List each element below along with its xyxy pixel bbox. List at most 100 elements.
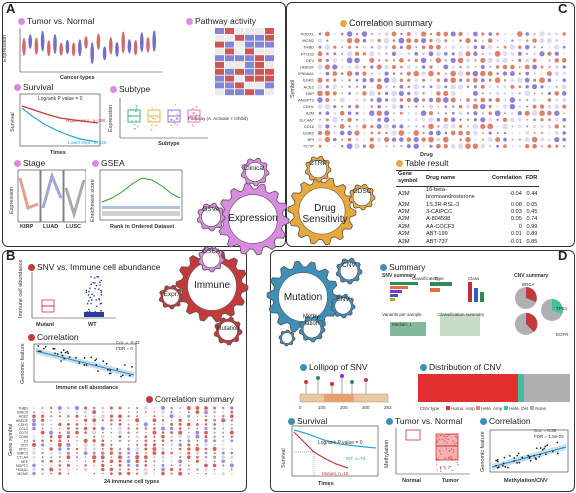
bubble [188, 464, 190, 466]
corr-point [543, 448, 545, 450]
bubble [85, 473, 86, 474]
bubble [49, 431, 53, 435]
bubble [204, 427, 207, 430]
bubble [145, 420, 146, 421]
bubble [318, 104, 323, 109]
bubble [101, 443, 104, 446]
d-tumor-normal-ylabel: Methylation [384, 440, 390, 468]
bubble [532, 84, 537, 89]
bubble [222, 447, 225, 450]
bubble [50, 473, 52, 475]
a-tumor-normal-xlabel: Cancer types [60, 75, 95, 81]
bubble [135, 418, 139, 422]
methylation-point [453, 449, 454, 450]
corr-point [131, 366, 133, 368]
methylation-point [445, 445, 446, 446]
bubble [503, 51, 508, 56]
violin [84, 36, 88, 49]
bubble [363, 46, 366, 49]
bubble [355, 65, 360, 70]
corr-point [60, 360, 62, 362]
bubble [467, 119, 469, 121]
subtype-point [195, 106, 197, 108]
bubble [347, 58, 353, 64]
bubble [355, 52, 359, 56]
bubble [231, 448, 233, 450]
heatmap-cell [255, 62, 264, 68]
bubble [451, 144, 456, 149]
snv-point [100, 310, 102, 312]
bubble [347, 51, 352, 56]
a-stage-ylabel: Expression [9, 187, 15, 214]
bubble [563, 125, 566, 128]
methylation-point [448, 439, 449, 440]
heatmap-cell [235, 28, 244, 34]
bubble [119, 448, 121, 450]
heatmap-cell [225, 42, 234, 48]
d-cnv-legend-1: Homo. Amp [446, 406, 475, 411]
heatmap-cell [225, 55, 234, 61]
methylation-point [445, 438, 446, 439]
bubble [42, 473, 44, 475]
bubble [170, 435, 173, 438]
heatmap-cell [245, 76, 254, 82]
gear-label-drug: Drug Sensitivity [300, 203, 350, 225]
violin [47, 40, 51, 56]
bubble [221, 460, 225, 464]
bubble [59, 432, 61, 434]
corr-point [63, 358, 65, 360]
bubble [482, 112, 484, 114]
bubble [197, 473, 198, 474]
methylation-point [452, 440, 453, 441]
bubble [482, 92, 484, 94]
bubble [59, 411, 60, 412]
subtype-point [130, 109, 132, 111]
bubble [68, 473, 70, 475]
bubble [480, 58, 485, 63]
corr-point [539, 454, 541, 456]
methylation-point [436, 464, 437, 465]
bubble [444, 85, 447, 88]
bubble [145, 452, 147, 454]
bubble [128, 436, 130, 438]
violin [59, 43, 63, 56]
bubble [385, 59, 388, 62]
bubble [145, 460, 148, 463]
bubble [195, 406, 199, 410]
d-cnv-legend-3: Hete. Del [504, 406, 528, 411]
bubble [102, 407, 104, 409]
bubble [497, 125, 499, 127]
d-cnv-legend-4: None [530, 406, 546, 411]
bubble [473, 52, 478, 57]
corr-point [95, 364, 97, 366]
bubble [348, 46, 351, 49]
bubble [563, 40, 565, 42]
bubble [393, 59, 395, 61]
bubble [170, 443, 173, 446]
bubble [319, 72, 321, 74]
bubble [354, 38, 359, 43]
bubble [119, 440, 121, 442]
corr-point [54, 352, 56, 354]
bubble [333, 58, 338, 63]
bubble [371, 86, 373, 88]
bubble [430, 59, 433, 62]
violin [78, 39, 82, 56]
methylation-point [437, 469, 438, 470]
bubble [540, 85, 543, 88]
corr-point [65, 352, 67, 354]
bubble [451, 131, 456, 136]
bubble [481, 65, 485, 69]
corr-point [530, 460, 532, 462]
snv-point [90, 303, 92, 305]
bubble [76, 411, 79, 414]
bubble [145, 427, 147, 429]
gear-label-immune: Immune [186, 280, 238, 291]
bubble [119, 435, 122, 438]
corr-point [534, 457, 536, 459]
bubble [400, 46, 403, 49]
bubble [408, 86, 411, 89]
bubble [369, 51, 374, 56]
bubble [75, 431, 79, 435]
bubble [444, 118, 448, 122]
